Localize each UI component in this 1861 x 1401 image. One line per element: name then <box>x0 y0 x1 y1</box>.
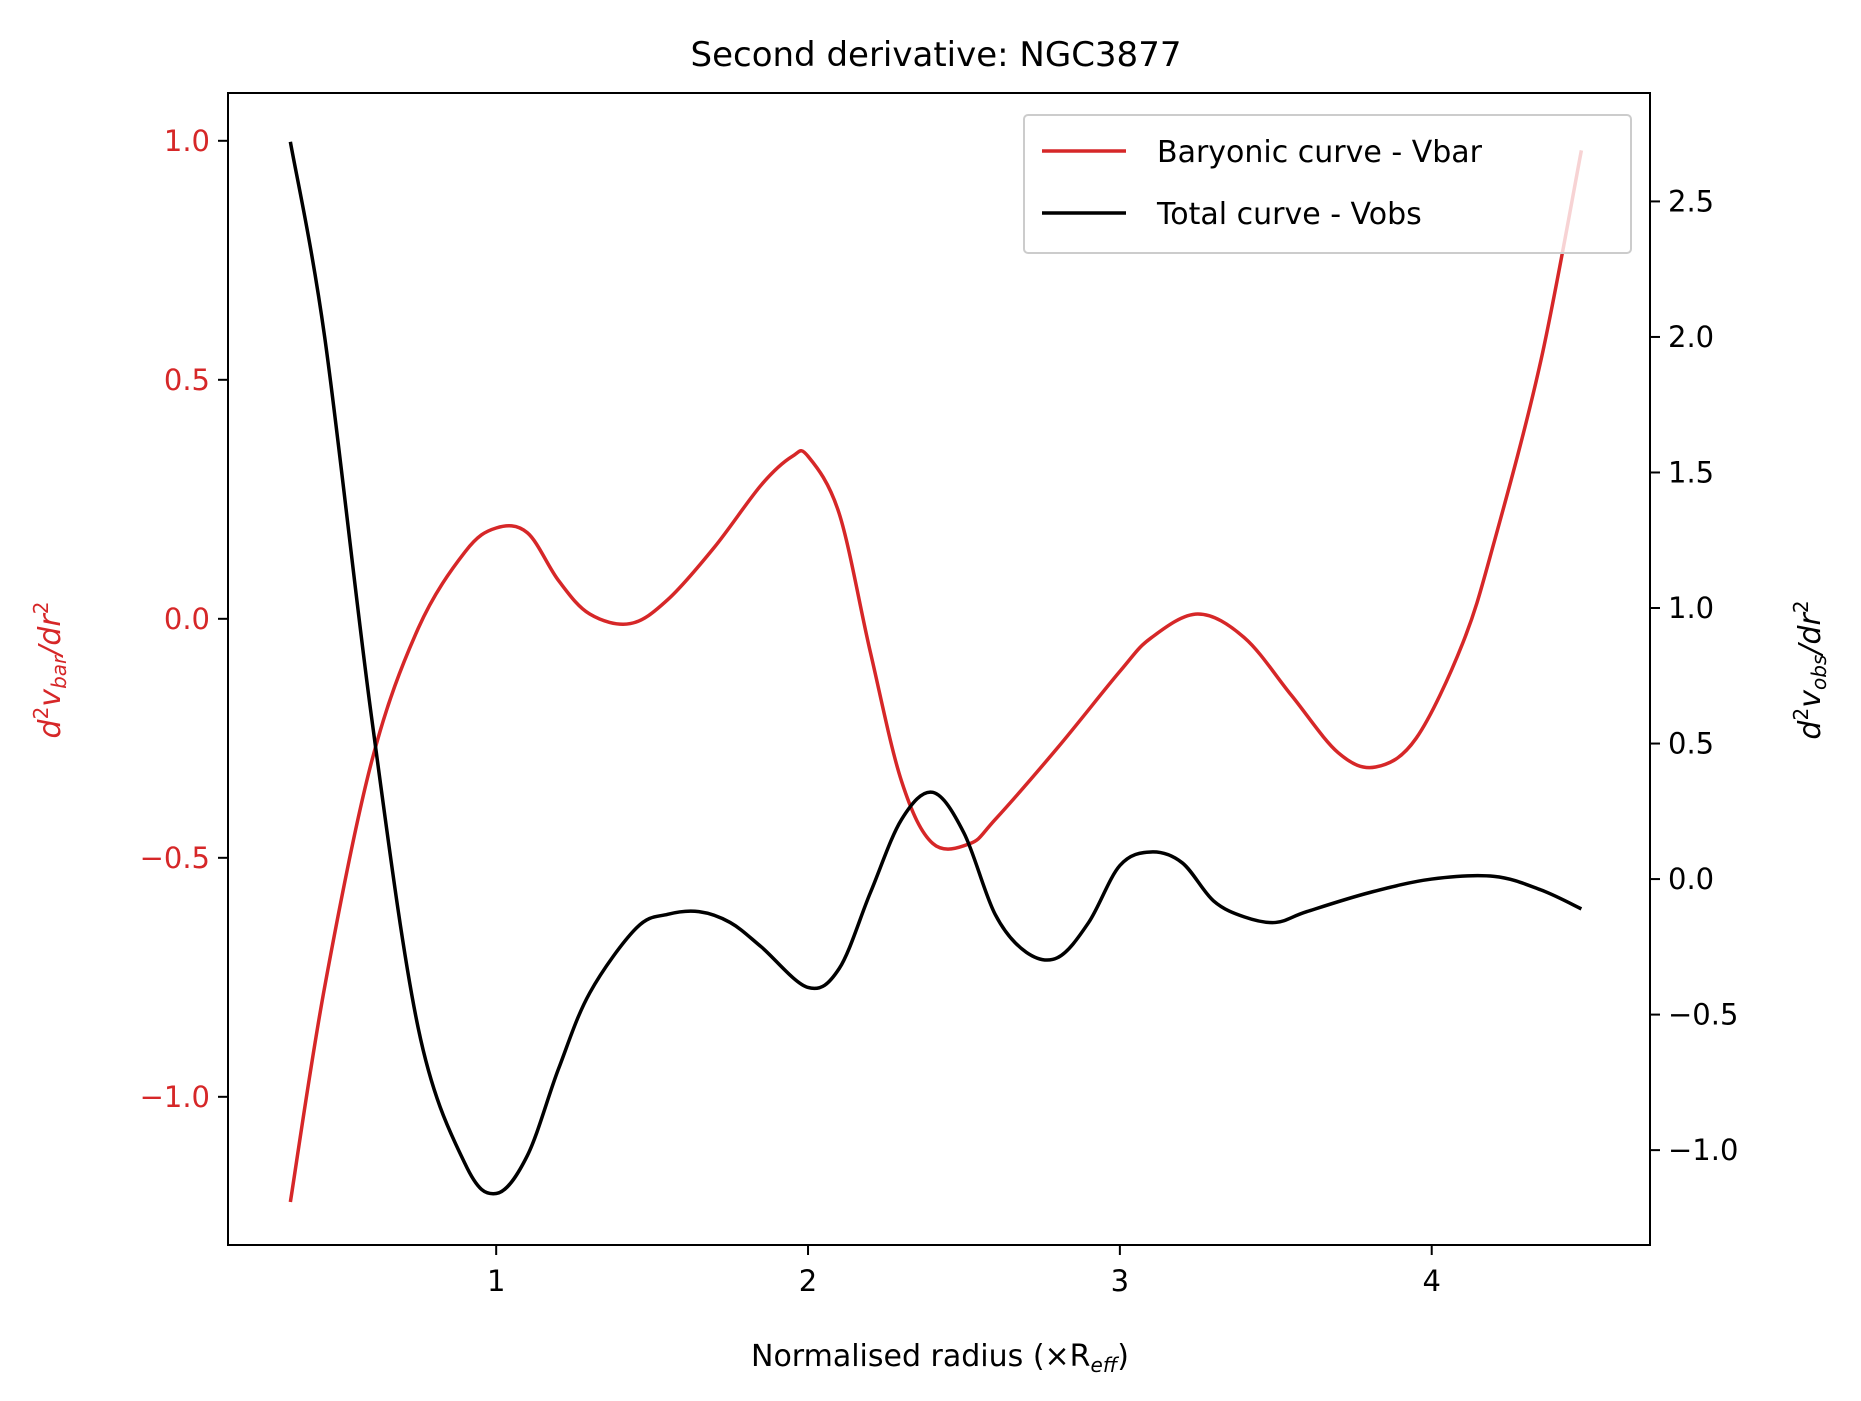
y-right-label-tail: /dr <box>1793 612 1828 658</box>
legend: Baryonic curve - Vbar Total curve - Vobs <box>1023 114 1632 254</box>
y-right-tick-label: 2.0 <box>1668 320 1714 354</box>
y-right-tick-label: 0.5 <box>1668 727 1714 761</box>
series-line-total <box>288 141 1583 1196</box>
y-right-tick-label: −0.5 <box>1668 998 1738 1032</box>
x-axis-label-main: Normalised radius (×R <box>751 1339 1091 1374</box>
y-left-axis-label: d2vbar/dr2 <box>29 602 71 739</box>
y-right-label-sup2: 2 <box>1789 600 1813 613</box>
y-right-tick-label: 0.0 <box>1668 862 1714 896</box>
y-right-tick-label: 1.5 <box>1668 455 1714 489</box>
y-right-label-sub: obs <box>1807 655 1831 690</box>
tick-layer: 1 2 3 4 1.0 0.5 0.0 −0.5 −1.0 2.5 2.0 1.5 1.0 0.5 0.0 −… <box>140 124 1739 1298</box>
y-right-label-d: d <box>1793 720 1828 740</box>
legend-box <box>1023 114 1632 254</box>
y-left-tick-label: 0.0 <box>164 602 210 636</box>
y-left-label-d: d <box>33 718 68 738</box>
x-axis-label-close: ) <box>1117 1339 1129 1374</box>
y-right-label-sup1: 2 <box>1789 708 1813 721</box>
x-axis-label-sub: eff <box>1091 1353 1120 1377</box>
x-tick-label: 1 <box>487 1264 505 1298</box>
y-left-tick-label: 0.5 <box>164 363 210 397</box>
x-tick-label: 2 <box>799 1264 817 1298</box>
y-right-tick-label: 1.0 <box>1668 591 1714 625</box>
x-tick-label: 3 <box>1111 1264 1129 1298</box>
y-left-label-sup2: 2 <box>29 602 53 615</box>
x-axis-label: Normalised radius (×Reff) <box>751 1339 1129 1377</box>
x-tick-label: 4 <box>1422 1264 1440 1298</box>
y-left-label-sub: bar <box>47 654 71 689</box>
y-left-tick-label: 1.0 <box>164 124 210 158</box>
y-right-axis-label: d2vobs/dr2 <box>1789 600 1831 739</box>
y-right-tick-label: −1.0 <box>1668 1133 1738 1167</box>
y-right-label-v: v <box>1793 689 1828 708</box>
legend-label-total: Total curve - Vobs <box>1156 197 1422 232</box>
y-left-tick-label: −0.5 <box>140 841 210 875</box>
series-layer <box>288 141 1584 1203</box>
plot-frame <box>227 92 1651 1246</box>
chart-title: Second derivative: NGC3877 <box>691 35 1182 75</box>
y-left-label-tail: /dr <box>33 613 68 659</box>
legend-label-baryonic: Baryonic curve - Vbar <box>1157 135 1483 170</box>
series-line-baryonic <box>288 150 1584 1203</box>
y-right-tick-label: 2.5 <box>1668 184 1714 218</box>
y-left-label-v: v <box>33 688 68 707</box>
y-left-tick-label: −1.0 <box>140 1080 210 1114</box>
y-left-label-sup1: 2 <box>29 707 53 720</box>
